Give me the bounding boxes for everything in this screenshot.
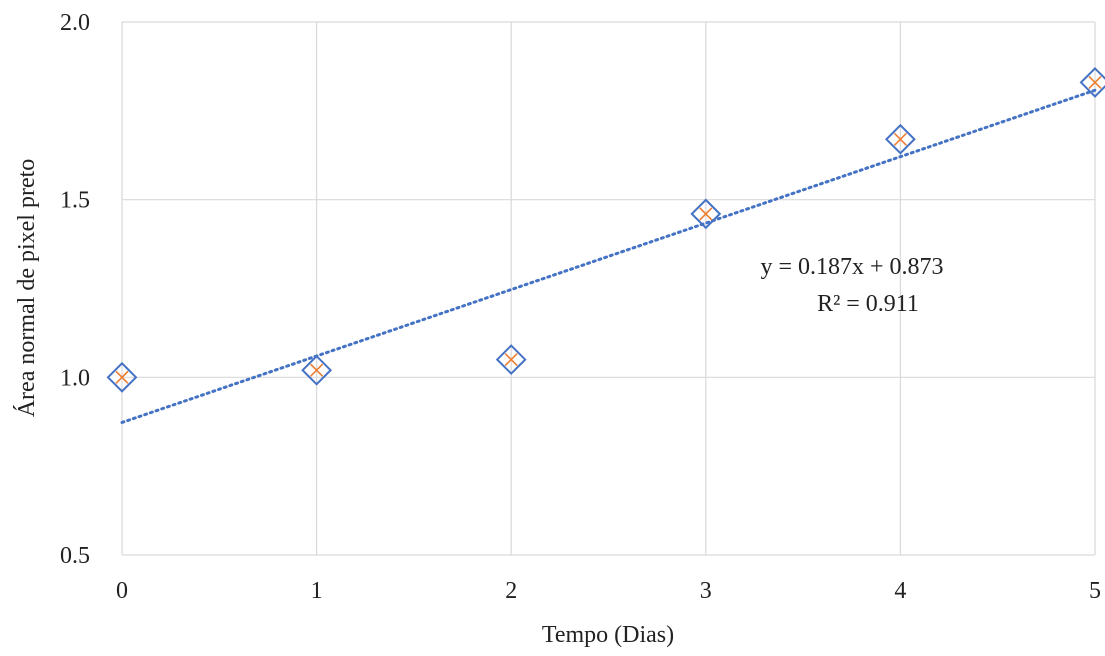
data-point-x [1088, 75, 1102, 89]
data-point-x [699, 207, 713, 221]
data-point-diamond [690, 198, 722, 230]
x-tick-label: 4 [894, 578, 906, 604]
x-tick-label: 3 [700, 578, 712, 604]
axes: 0.5 1.0 1.5 2.0 0 1 2 3 4 5 [60, 10, 1101, 604]
y-tick-label: 1.0 [60, 365, 90, 391]
data-point-diamond [106, 361, 138, 393]
x-tick-label: 2 [505, 578, 517, 604]
x-tick-label: 0 [116, 578, 128, 604]
x-tick-label: 1 [311, 578, 323, 604]
labels: Tempo (Dias) Área normal de pixel preto … [14, 159, 944, 648]
y-tick-label: 1.5 [60, 188, 90, 214]
data-point-x [115, 370, 129, 384]
data-points [106, 66, 1105, 393]
data-point-x [893, 132, 907, 146]
x-axis-label: Tempo (Dias) [542, 622, 674, 648]
trendline-r-squared: R² = 0.911 [817, 291, 919, 317]
trendline-group [120, 88, 1097, 424]
y-axis-label: Área normal de pixel preto [14, 159, 40, 418]
data-point-diamond [1079, 66, 1105, 98]
x-tick-label: 5 [1089, 578, 1101, 604]
data-point-diamond [495, 344, 527, 375]
y-tick-label: 0.5 [60, 543, 90, 569]
data-point-x [310, 363, 324, 377]
data-point-x [504, 353, 518, 367]
grid [121, 21, 1096, 556]
y-tick-label: 2.0 [60, 10, 90, 36]
data-point-diamond [884, 123, 916, 155]
trendline-equation: y = 0.187x + 0.873 [760, 254, 943, 280]
data-point-diamond [301, 354, 333, 386]
trendline [120, 88, 1097, 424]
